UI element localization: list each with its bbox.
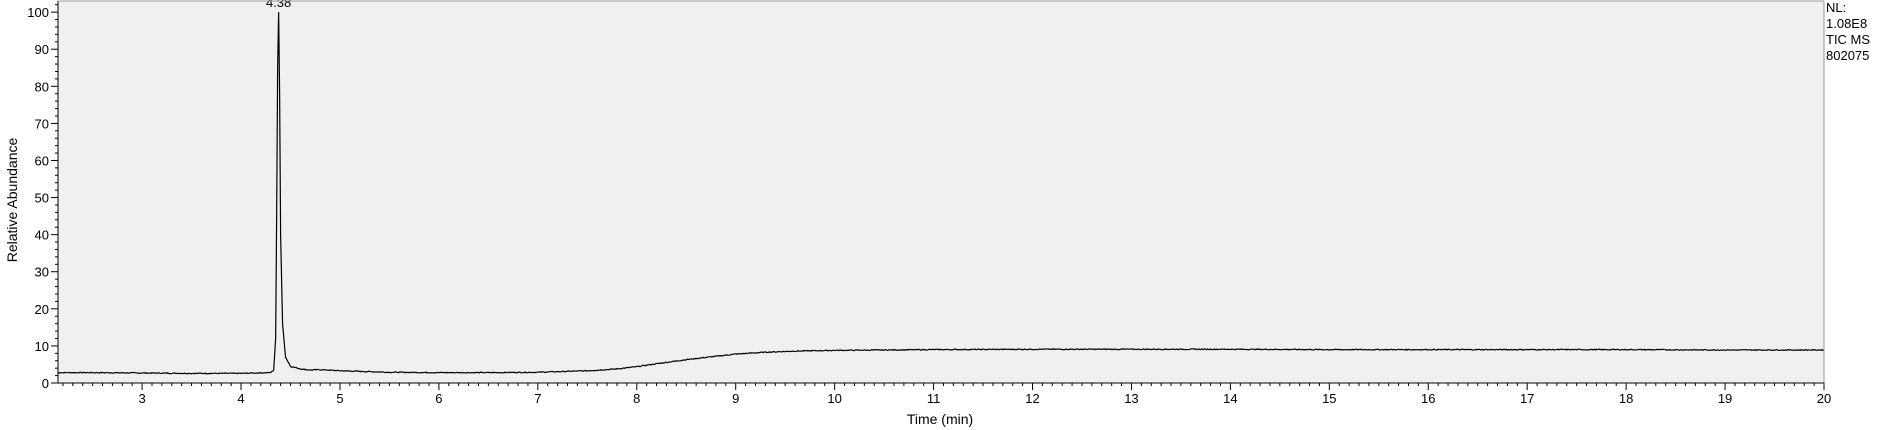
y-tick-label: 0	[42, 376, 49, 391]
x-tick-label: 17	[1520, 391, 1534, 406]
info-file-id: 802075	[1826, 48, 1870, 63]
y-tick-label: 20	[35, 302, 49, 317]
y-axis-title: Relative Abundance	[4, 138, 20, 263]
info-scan-type: TIC MS	[1826, 32, 1871, 47]
tic-trace	[57, 12, 1825, 375]
y-tick-label: 30	[35, 265, 49, 280]
plot-area	[58, 1, 1824, 383]
x-tick-label: 4	[237, 391, 244, 406]
x-axis-title: Time (min)	[907, 411, 973, 427]
y-tick-label: 80	[35, 79, 49, 94]
info-nl-value: 1.08E8	[1826, 16, 1868, 31]
y-tick-label: 100	[27, 5, 49, 20]
x-tick-label: 18	[1619, 391, 1633, 406]
x-tick-label: 5	[336, 391, 343, 406]
x-tick-label: 10	[827, 391, 841, 406]
y-tick-label: 70	[35, 116, 49, 131]
x-tick-label: 20	[1817, 391, 1831, 406]
x-tick-label: 8	[633, 391, 640, 406]
x-tick-label: 7	[534, 391, 541, 406]
x-tick-label: 11	[927, 391, 941, 406]
y-tick-label: 90	[35, 42, 49, 57]
x-tick-label: 19	[1718, 391, 1732, 406]
x-tick-label: 12	[1025, 391, 1039, 406]
x-tick-label: 14	[1223, 391, 1237, 406]
x-tick-label: 13	[1124, 391, 1138, 406]
x-tick-label: 15	[1322, 391, 1336, 406]
y-tick-label: 60	[35, 153, 49, 168]
x-tick-label: 6	[435, 391, 442, 406]
y-tick-label: 10	[35, 339, 49, 354]
y-tick-label: 50	[35, 191, 49, 206]
info-nl-label: NL:	[1826, 0, 1847, 15]
peak-label: 4.38	[266, 0, 291, 10]
x-tick-label: 16	[1421, 391, 1435, 406]
x-tick-label: 9	[732, 391, 739, 406]
y-tick-label: 40	[35, 228, 49, 243]
x-tick-label: 3	[138, 391, 145, 406]
